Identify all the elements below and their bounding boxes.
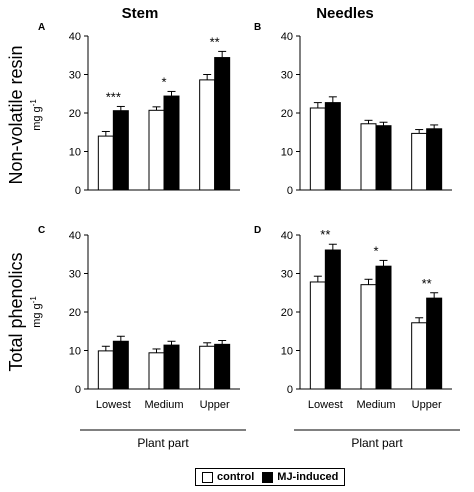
bar-a-mj-medium xyxy=(163,95,180,191)
y-tick-label-d: 10 xyxy=(281,346,293,358)
panel-c: C 0 10 20 30 40 Lowest Medium Upper xyxy=(38,225,240,411)
bar-a-mj-upper xyxy=(214,57,231,191)
bar-d-mj-medium xyxy=(375,265,392,390)
significance-d-medium: * xyxy=(373,243,378,258)
bar-b-control-lowest xyxy=(309,107,326,191)
bar-b-mj-upper xyxy=(426,128,443,191)
y-tick-label-c: 40 xyxy=(69,230,81,242)
bar-d-mj-upper xyxy=(426,297,443,390)
column-title-stem: Stem xyxy=(122,5,159,22)
x-axis-label-left: Plant part xyxy=(137,436,189,450)
bar-c-control-lowest xyxy=(97,350,114,390)
panel-label-a: A xyxy=(38,22,45,33)
y-tick-label-b: 30 xyxy=(281,70,293,82)
category-label-c: Lowest xyxy=(96,399,131,411)
significance-d-upper: ** xyxy=(422,276,432,291)
x-axis-label-right: Plant part xyxy=(351,436,403,450)
legend-swatch-mj xyxy=(262,471,274,483)
y-tick-label-b: 20 xyxy=(281,108,293,120)
bar-c-mj-upper xyxy=(214,343,231,390)
y-tick-label-d: 40 xyxy=(281,230,293,242)
significance-d-lowest: ** xyxy=(320,227,330,242)
legend-swatch-control xyxy=(202,471,213,483)
bar-d-mj-lowest xyxy=(324,249,341,390)
bar-a-control-upper xyxy=(199,79,216,191)
y-tick-label-b: 10 xyxy=(281,147,293,159)
bar-a-control-medium xyxy=(148,109,165,191)
bar-b-control-upper xyxy=(411,132,428,191)
panel-b: B 0 10 20 30 40 xyxy=(254,22,452,197)
y-tick-label-a: 10 xyxy=(69,147,81,159)
y-tick-label-c: 10 xyxy=(69,346,81,358)
row-unit-phenolics: mg g-1 xyxy=(29,296,43,328)
y-tick-label-b: 0 xyxy=(287,185,293,197)
category-label-d: Lowest xyxy=(308,399,343,411)
y-tick-label-c: 0 xyxy=(75,384,81,396)
bar-c-mj-medium xyxy=(163,344,180,390)
bar-c-control-upper xyxy=(199,345,216,390)
significance-a-upper: ** xyxy=(210,34,220,49)
y-tick-label-d: 0 xyxy=(287,384,293,396)
y-tick-label-a: 30 xyxy=(69,70,81,82)
panel-d: D 0 10 20 30 40 ** Lowest * Medium ** Upper xyxy=(254,225,452,411)
bar-d-control-upper xyxy=(411,322,428,390)
bar-b-mj-lowest xyxy=(324,102,341,191)
y-tick-label-a: 40 xyxy=(69,31,81,43)
row-title-phenolics: Total phenolics xyxy=(6,252,26,371)
significance-a-medium: * xyxy=(161,74,166,89)
y-tick-label-b: 40 xyxy=(281,31,293,43)
category-label-d: Medium xyxy=(356,399,395,411)
column-title-needles: Needles xyxy=(316,5,374,22)
y-tick-label-a: 20 xyxy=(69,108,81,120)
bar-a-control-lowest xyxy=(97,135,114,191)
panels: A010203040******B010203040C010203040Lowe… xyxy=(38,22,452,411)
panel-label-d: D xyxy=(254,225,261,236)
bar-c-control-medium xyxy=(148,352,165,390)
legend-label-mj: MJ-induced xyxy=(277,471,339,483)
category-label-c: Medium xyxy=(144,399,183,411)
bar-b-mj-medium xyxy=(375,125,392,191)
bar-a-mj-lowest xyxy=(112,110,129,191)
bar-d-control-lowest xyxy=(309,281,326,390)
significance-a-lowest: *** xyxy=(106,89,121,104)
legend: control MJ-induced xyxy=(195,468,346,486)
row-title-resin: Non-volatile resin xyxy=(6,45,26,184)
bar-d-control-medium xyxy=(360,284,377,390)
legend-label-control: control xyxy=(217,471,255,483)
legend-item-control: control xyxy=(202,471,254,483)
panel-label-b: B xyxy=(254,22,261,33)
bar-b-control-medium xyxy=(360,123,377,191)
category-label-d: Upper xyxy=(412,399,442,411)
panel-label-c: C xyxy=(38,225,45,236)
y-tick-label-a: 0 xyxy=(75,185,81,197)
category-label-c: Upper xyxy=(200,399,230,411)
bar-c-mj-lowest xyxy=(112,340,129,390)
row-unit-resin: mg g-1 xyxy=(29,99,43,131)
y-tick-label-d: 20 xyxy=(281,307,293,319)
legend-item-mj: MJ-induced xyxy=(262,471,338,483)
y-tick-label-c: 20 xyxy=(69,307,81,319)
y-tick-label-c: 30 xyxy=(69,269,81,281)
y-tick-label-d: 30 xyxy=(281,269,293,281)
